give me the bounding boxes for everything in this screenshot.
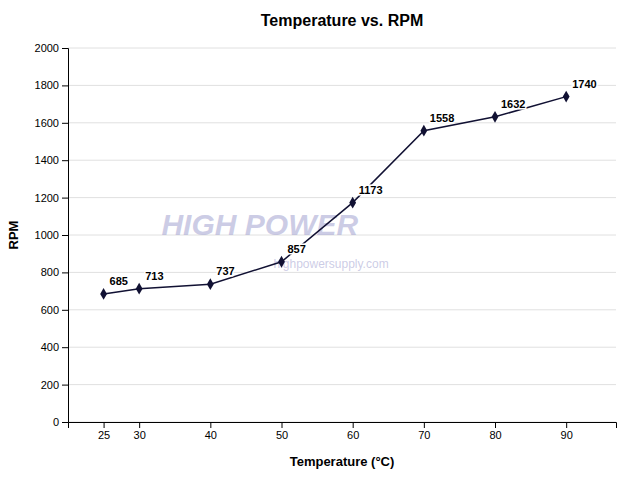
grid-line <box>68 384 616 385</box>
data-label: 1173 <box>359 184 383 196</box>
tick-mark <box>282 422 283 428</box>
marker <box>100 288 107 300</box>
tick: 1800 <box>35 79 68 91</box>
data-label: 737 <box>216 265 234 277</box>
tick-label: 25 <box>98 429 110 441</box>
tick-mark <box>566 422 567 428</box>
tick-label: 70 <box>418 429 430 441</box>
marker <box>349 197 356 209</box>
plot-area: HIGH POWER highpowersupply.com 25 30 40 50 60 7… <box>35 42 617 441</box>
tick-mark <box>495 422 496 428</box>
marker <box>278 256 285 268</box>
chart: HIGH POWER highpowersupply.com 25 30 40 50 60 7… <box>0 0 640 480</box>
tick-mark <box>104 422 105 428</box>
axis-line <box>69 423 617 429</box>
data-label: 1740 <box>572 78 596 90</box>
grid-line <box>68 197 616 198</box>
title: Temperature vs. RPM <box>261 12 423 29</box>
tick: 2000 <box>35 42 68 54</box>
tick: 60 <box>347 422 359 441</box>
tick-label: 0 <box>53 416 59 428</box>
tick-label: 1600 <box>35 117 59 129</box>
data-label: 857 <box>288 243 306 255</box>
tick-mark <box>62 272 68 273</box>
tick: 25 <box>98 422 110 441</box>
data-labels: 685 713 737 857 1173 1558 1632 1740 <box>110 78 597 287</box>
x-axis: 25 30 40 50 60 70 80 90 <box>69 422 617 441</box>
tick: 30 <box>134 422 146 441</box>
tick: 1400 <box>35 154 68 166</box>
tick: 1000 <box>35 229 68 241</box>
tick-label: 50 <box>276 429 288 441</box>
data-label: 1558 <box>430 112 454 124</box>
tick: 600 <box>41 304 68 316</box>
marker <box>136 283 143 295</box>
tick-mark <box>424 422 425 428</box>
tick-label: 1400 <box>35 154 59 166</box>
tick: 0 <box>53 416 68 428</box>
marker <box>207 278 214 290</box>
tick-mark <box>62 160 68 161</box>
x-axis-title: Temperature (°C) <box>290 454 395 469</box>
grid-line <box>68 48 616 49</box>
grid-line <box>68 85 616 86</box>
tick-label: 800 <box>41 266 59 278</box>
tick-label: 1800 <box>35 79 59 91</box>
tick-label: 2000 <box>35 42 59 54</box>
grid <box>68 48 616 422</box>
tick-mark <box>353 422 354 428</box>
marker <box>563 91 570 103</box>
marker <box>420 125 427 137</box>
marker <box>492 111 499 123</box>
tick-mark <box>62 385 68 386</box>
tick: 90 <box>561 422 573 441</box>
tick-mark <box>62 347 68 348</box>
tick-mark <box>62 85 68 86</box>
tick: 70 <box>418 422 430 441</box>
axis-line <box>62 49 69 423</box>
tick-mark <box>62 198 68 199</box>
grid-line <box>68 160 616 161</box>
tick: 1200 <box>35 192 68 204</box>
data-label: 1632 <box>501 98 525 110</box>
tick-mark <box>210 422 211 428</box>
tick-label: 1000 <box>35 229 59 241</box>
tick-mark <box>62 123 68 124</box>
tick: 40 <box>205 422 217 441</box>
y-axis: 0 200 400 600 800 1000 1200 1400 1600 1800 2000 <box>35 42 69 428</box>
tick-label: 30 <box>134 429 146 441</box>
tick: 800 <box>41 266 68 278</box>
tick: 80 <box>489 422 501 441</box>
tick-label: 600 <box>41 304 59 316</box>
tick-mark <box>62 310 68 311</box>
tick-label: 200 <box>41 379 59 391</box>
line <box>104 97 567 294</box>
tick-label: 400 <box>41 341 59 353</box>
watermark: highpowersupply.com <box>273 257 388 271</box>
tick: 200 <box>41 379 68 391</box>
watermark: HIGH POWER <box>161 208 358 241</box>
tick: 50 <box>276 422 288 441</box>
tick-label: 90 <box>561 429 573 441</box>
y-axis-title: RPM <box>6 221 21 250</box>
tick-label: 1200 <box>35 192 59 204</box>
marks <box>100 91 569 300</box>
grid-line <box>68 309 616 310</box>
tick-label: 80 <box>489 429 501 441</box>
tick: 1600 <box>35 117 68 129</box>
grid-line <box>68 347 616 348</box>
data-label: 713 <box>145 270 163 282</box>
tick-label: 60 <box>347 429 359 441</box>
tick-mark <box>62 235 68 236</box>
tick-mark <box>62 48 68 49</box>
tick-mark <box>62 422 68 423</box>
tick-label: 40 <box>205 429 217 441</box>
tick-mark <box>139 422 140 428</box>
data-label: 685 <box>110 275 128 287</box>
tick: 400 <box>41 341 68 353</box>
grid-line <box>68 122 616 123</box>
